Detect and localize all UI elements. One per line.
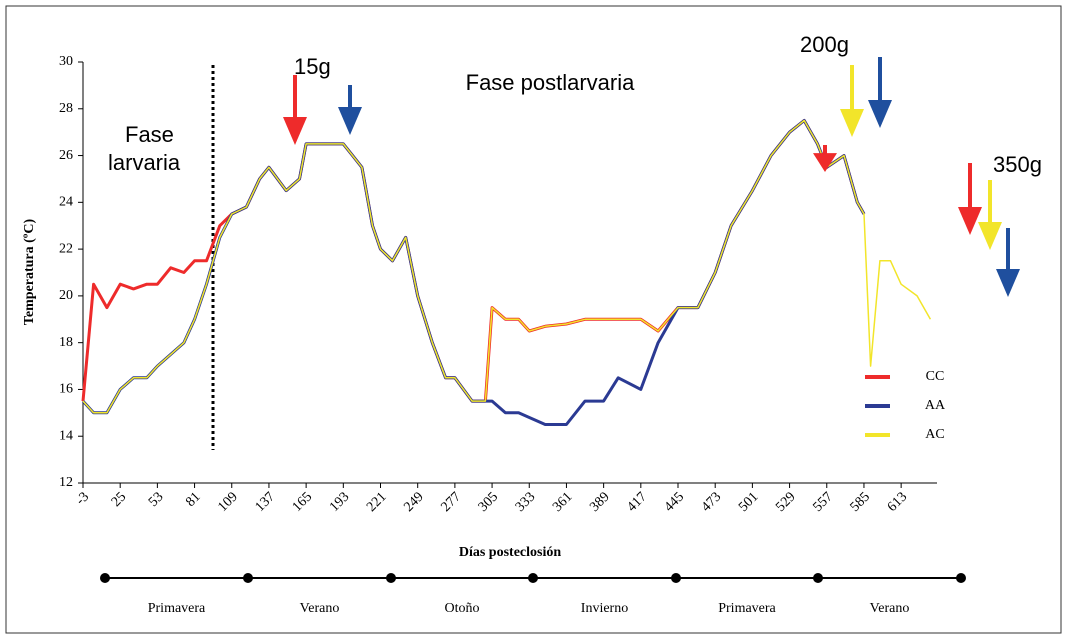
x-tick-label: 137 bbox=[253, 489, 278, 514]
season-label: Invierno bbox=[581, 601, 628, 616]
arrow-head bbox=[958, 207, 982, 235]
arrow-head bbox=[813, 153, 837, 172]
x-tick-label: 25 bbox=[109, 489, 130, 510]
series-line bbox=[81, 119, 866, 426]
x-axis-title: Días posteclosión bbox=[459, 545, 562, 560]
y-tick-label: 24 bbox=[59, 195, 73, 210]
x-tick-label: 361 bbox=[550, 489, 575, 514]
legend-label: AC bbox=[925, 427, 944, 442]
arrow-head bbox=[868, 100, 892, 128]
x-tick-label: 221 bbox=[364, 489, 389, 514]
x-tick-label: 445 bbox=[662, 489, 687, 514]
timeline-dot bbox=[813, 573, 823, 583]
x-tick-label: 585 bbox=[848, 489, 873, 514]
season-label: Otoño bbox=[445, 601, 480, 616]
timeline-dot bbox=[671, 573, 681, 583]
season-label: Verano bbox=[870, 601, 910, 616]
y-tick-label: 28 bbox=[59, 101, 73, 116]
x-tick-label: 529 bbox=[773, 489, 798, 514]
y-tick-label: 12 bbox=[59, 475, 73, 490]
x-tick-label: 109 bbox=[215, 489, 240, 514]
y-axis-title: Temperatura (ºC) bbox=[22, 218, 37, 325]
timeline-dot bbox=[528, 573, 538, 583]
arrow-head bbox=[338, 107, 362, 135]
y-tick-label: 22 bbox=[59, 241, 73, 256]
x-tick-label: 305 bbox=[476, 489, 501, 514]
y-tick-label: 14 bbox=[59, 428, 73, 443]
x-tick-label: 613 bbox=[885, 489, 910, 514]
season-label: Verano bbox=[300, 601, 340, 616]
y-tick-label: 18 bbox=[59, 335, 73, 350]
arrow-head bbox=[996, 269, 1020, 297]
x-tick-label: 557 bbox=[810, 489, 835, 514]
x-tick-label: 193 bbox=[327, 489, 352, 514]
season-label: Primavera bbox=[148, 601, 206, 616]
legend-label: CC bbox=[926, 369, 945, 384]
x-tick-label: 81 bbox=[183, 489, 204, 510]
annotation: 350g bbox=[993, 152, 1042, 177]
x-tick-label: 389 bbox=[587, 489, 612, 514]
annotation: Fase postlarvaria bbox=[466, 70, 636, 95]
season-label: Primavera bbox=[718, 601, 776, 616]
x-tick-label: 473 bbox=[699, 489, 724, 514]
y-tick-label: 16 bbox=[59, 382, 73, 397]
frame bbox=[5, 5, 1062, 634]
series-line bbox=[81, 119, 866, 403]
x-tick-label: 417 bbox=[624, 489, 649, 514]
legend-label: AA bbox=[925, 398, 946, 413]
annotation: larvaria bbox=[108, 150, 181, 175]
x-tick-label: 165 bbox=[290, 489, 315, 514]
timeline-dot bbox=[956, 573, 966, 583]
annotation: 15g bbox=[294, 54, 331, 79]
timeline-dot bbox=[243, 573, 253, 583]
arrow-head bbox=[840, 109, 864, 137]
x-tick-label: 53 bbox=[146, 489, 167, 510]
arrow-head bbox=[283, 117, 307, 145]
y-tick-label: 26 bbox=[59, 148, 73, 163]
x-tick-label: 249 bbox=[401, 489, 426, 514]
x-tick-label: -3 bbox=[73, 489, 92, 508]
series-line bbox=[82, 119, 932, 414]
timeline-dot bbox=[100, 573, 110, 583]
y-tick-label: 20 bbox=[59, 288, 73, 303]
arrow-head bbox=[978, 222, 1002, 250]
x-tick-label: 277 bbox=[439, 489, 464, 514]
x-tick-label: 333 bbox=[513, 489, 538, 514]
y-tick-label: 30 bbox=[59, 54, 73, 69]
annotation: 200g bbox=[800, 32, 849, 57]
timeline-dot bbox=[386, 573, 396, 583]
annotation: Fase bbox=[125, 122, 174, 147]
x-tick-label: 501 bbox=[736, 489, 761, 514]
